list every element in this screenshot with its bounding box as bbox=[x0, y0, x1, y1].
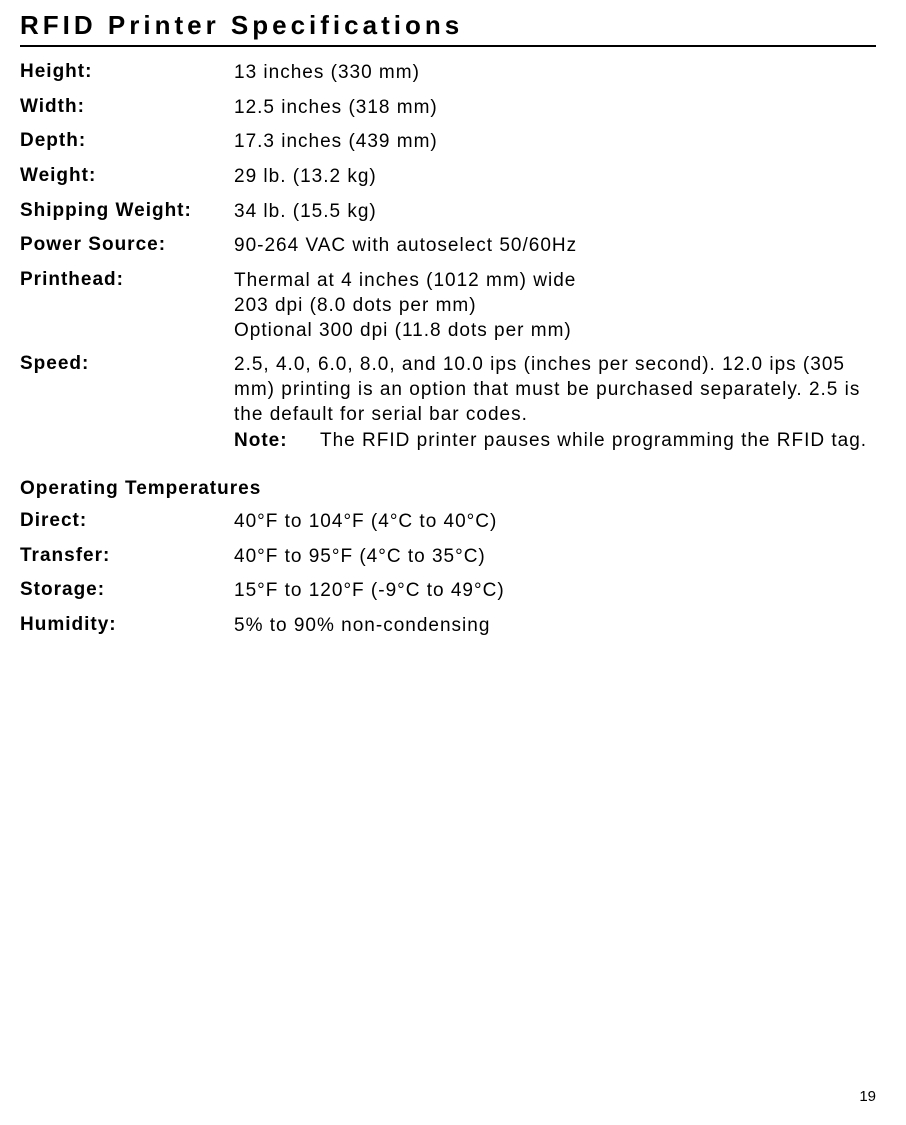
operating-temperatures-header: Operating Temperatures bbox=[20, 478, 876, 500]
spec-value: 29 lb. (13.2 kg) bbox=[234, 165, 876, 190]
spec-label: Shipping Weight: bbox=[20, 200, 234, 225]
speed-note: Note: The RFID printer pauses while prog… bbox=[234, 429, 876, 454]
spec-row-width: Width: 12.5 inches (318 mm) bbox=[20, 96, 876, 121]
spec-value: 15°F to 120°F (-9°C to 49°C) bbox=[234, 579, 876, 604]
speed-text: 2.5, 4.0, 6.0, 8.0, and 10.0 ips (inches… bbox=[234, 354, 860, 424]
printhead-line3: Optional 300 dpi (11.8 dots per mm) bbox=[234, 319, 876, 344]
spec-row-printhead: Printhead: Thermal at 4 inches (1012 mm)… bbox=[20, 269, 876, 343]
spec-label: Storage: bbox=[20, 579, 234, 604]
spec-row-storage: Storage: 15°F to 120°F (-9°C to 49°C) bbox=[20, 579, 876, 604]
spec-row-speed: Speed: 2.5, 4.0, 6.0, 8.0, and 10.0 ips … bbox=[20, 353, 876, 454]
spec-row-power-source: Power Source: 90-264 VAC with autoselect… bbox=[20, 234, 876, 259]
spec-row-weight: Weight: 29 lb. (13.2 kg) bbox=[20, 165, 876, 190]
spec-label: Speed: bbox=[20, 353, 234, 454]
spec-row-humidity: Humidity: 5% to 90% non-condensing bbox=[20, 614, 876, 639]
spec-label: Width: bbox=[20, 96, 234, 121]
spec-row-shipping-weight: Shipping Weight: 34 lb. (15.5 kg) bbox=[20, 200, 876, 225]
spec-row-transfer: Transfer: 40°F to 95°F (4°C to 35°C) bbox=[20, 545, 876, 570]
page-title: RFID Printer Specifications bbox=[20, 10, 876, 47]
spec-value: 40°F to 104°F (4°C to 40°C) bbox=[234, 510, 876, 535]
spec-value: 13 inches (330 mm) bbox=[234, 61, 876, 86]
spec-label: Depth: bbox=[20, 130, 234, 155]
spec-value: 12.5 inches (318 mm) bbox=[234, 96, 876, 121]
spec-value: Thermal at 4 inches (1012 mm) wide 203 d… bbox=[234, 269, 876, 343]
spec-row-direct: Direct: 40°F to 104°F (4°C to 40°C) bbox=[20, 510, 876, 535]
spec-row-height: Height: 13 inches (330 mm) bbox=[20, 61, 876, 86]
spec-label: Power Source: bbox=[20, 234, 234, 259]
page-number: 19 bbox=[859, 1088, 876, 1105]
spec-value: 90-264 VAC with autoselect 50/60Hz bbox=[234, 234, 876, 259]
spec-value: 40°F to 95°F (4°C to 35°C) bbox=[234, 545, 876, 570]
spec-label: Printhead: bbox=[20, 269, 234, 343]
spec-value: 2.5, 4.0, 6.0, 8.0, and 10.0 ips (inches… bbox=[234, 353, 876, 454]
spec-label: Height: bbox=[20, 61, 234, 86]
spec-value: 17.3 inches (439 mm) bbox=[234, 130, 876, 155]
note-label: Note: bbox=[234, 429, 320, 454]
spec-label: Transfer: bbox=[20, 545, 234, 570]
note-text: The RFID printer pauses while programmin… bbox=[320, 429, 876, 454]
printhead-line2: 203 dpi (8.0 dots per mm) bbox=[234, 294, 876, 319]
spec-value: 5% to 90% non-condensing bbox=[234, 614, 876, 639]
spec-label: Humidity: bbox=[20, 614, 234, 639]
spec-label: Direct: bbox=[20, 510, 234, 535]
spec-label: Weight: bbox=[20, 165, 234, 190]
printhead-line1: Thermal at 4 inches (1012 mm) wide bbox=[234, 269, 876, 294]
spec-value: 34 lb. (15.5 kg) bbox=[234, 200, 876, 225]
spec-row-depth: Depth: 17.3 inches (439 mm) bbox=[20, 130, 876, 155]
